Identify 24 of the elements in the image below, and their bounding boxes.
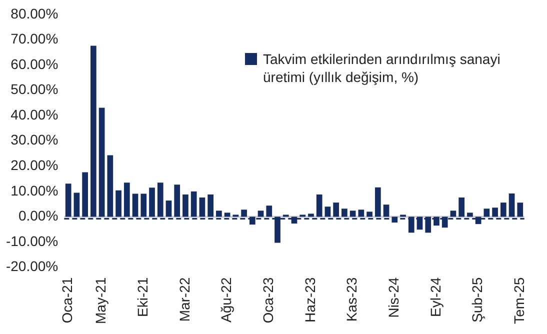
x-tick-label: Ağu-22 [218, 277, 234, 322]
x-tick-label: Mar-22 [176, 277, 192, 322]
legend-label: Takvim etkilerinden arındırılmış sanayi üretimi (yıllık değişim, %) [263, 50, 502, 86]
x-tick-label: May-21 [92, 277, 109, 324]
y-tick-label: 30.00% [10, 132, 58, 148]
y-tick-label: 80.00% [10, 5, 58, 22]
y-tick-label: -20.00% [6, 258, 58, 274]
x-tick-label: Tem-25 [511, 277, 528, 324]
x-tick-label: Şub-25 [469, 277, 486, 322]
y-tick-label: 0.00% [18, 208, 58, 224]
x-tick-label: Oca-21 [59, 277, 76, 324]
y-tick-label: 50.00% [10, 81, 58, 98]
y-tick-label: 40.00% [10, 106, 58, 122]
x-tick-label: Kas-23 [344, 277, 360, 322]
x-tick-label: Eyl-24 [427, 277, 444, 318]
y-tick-label: 70.00% [10, 30, 58, 47]
y-tick-label: -10.00% [6, 232, 58, 249]
y-tick-label: 60.00% [10, 56, 58, 72]
x-tick-label: Nis-24 [386, 277, 402, 318]
x-tick-label: Haz-23 [302, 277, 318, 322]
y-tick-label: 10.00% [10, 182, 58, 198]
y-tick-label: 20.00% [10, 157, 58, 174]
x-tick-label: Oca-23 [260, 277, 276, 324]
x-tick-label: Eki-21 [134, 277, 150, 318]
